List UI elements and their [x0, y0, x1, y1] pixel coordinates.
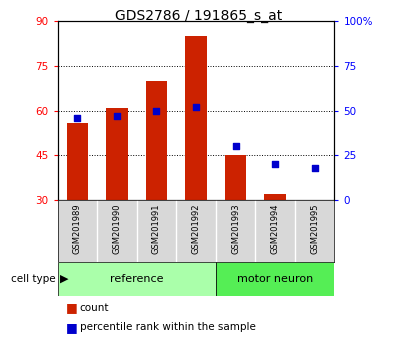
Point — [74, 115, 81, 121]
Bar — [66, 122, 88, 200]
Bar — [264, 194, 286, 200]
Text: ▶: ▶ — [60, 274, 68, 284]
Point — [232, 144, 239, 149]
Text: GSM201993: GSM201993 — [231, 203, 240, 254]
Bar — [224, 155, 246, 200]
Text: percentile rank within the sample: percentile rank within the sample — [80, 322, 256, 332]
Point — [272, 161, 278, 167]
Bar — [185, 36, 207, 200]
Text: cell type: cell type — [11, 274, 56, 284]
Point — [114, 113, 120, 119]
Text: GDS2786 / 191865_s_at: GDS2786 / 191865_s_at — [115, 9, 283, 23]
Bar — [58, 262, 216, 296]
Text: GSM201992: GSM201992 — [191, 203, 201, 253]
Text: count: count — [80, 303, 109, 313]
Bar — [146, 81, 168, 200]
Text: GSM201995: GSM201995 — [310, 203, 319, 253]
Text: GSM201994: GSM201994 — [271, 203, 279, 253]
Text: GSM201991: GSM201991 — [152, 203, 161, 253]
Text: ■: ■ — [66, 321, 78, 334]
Text: motor neuron: motor neuron — [237, 274, 313, 284]
Text: reference: reference — [110, 274, 164, 284]
Bar — [216, 262, 334, 296]
Text: ■: ■ — [66, 302, 78, 314]
Point — [311, 165, 318, 171]
Text: GSM201990: GSM201990 — [113, 203, 121, 253]
Point — [153, 108, 160, 113]
Point — [193, 104, 199, 110]
Text: GSM201989: GSM201989 — [73, 203, 82, 254]
Bar — [106, 108, 128, 200]
